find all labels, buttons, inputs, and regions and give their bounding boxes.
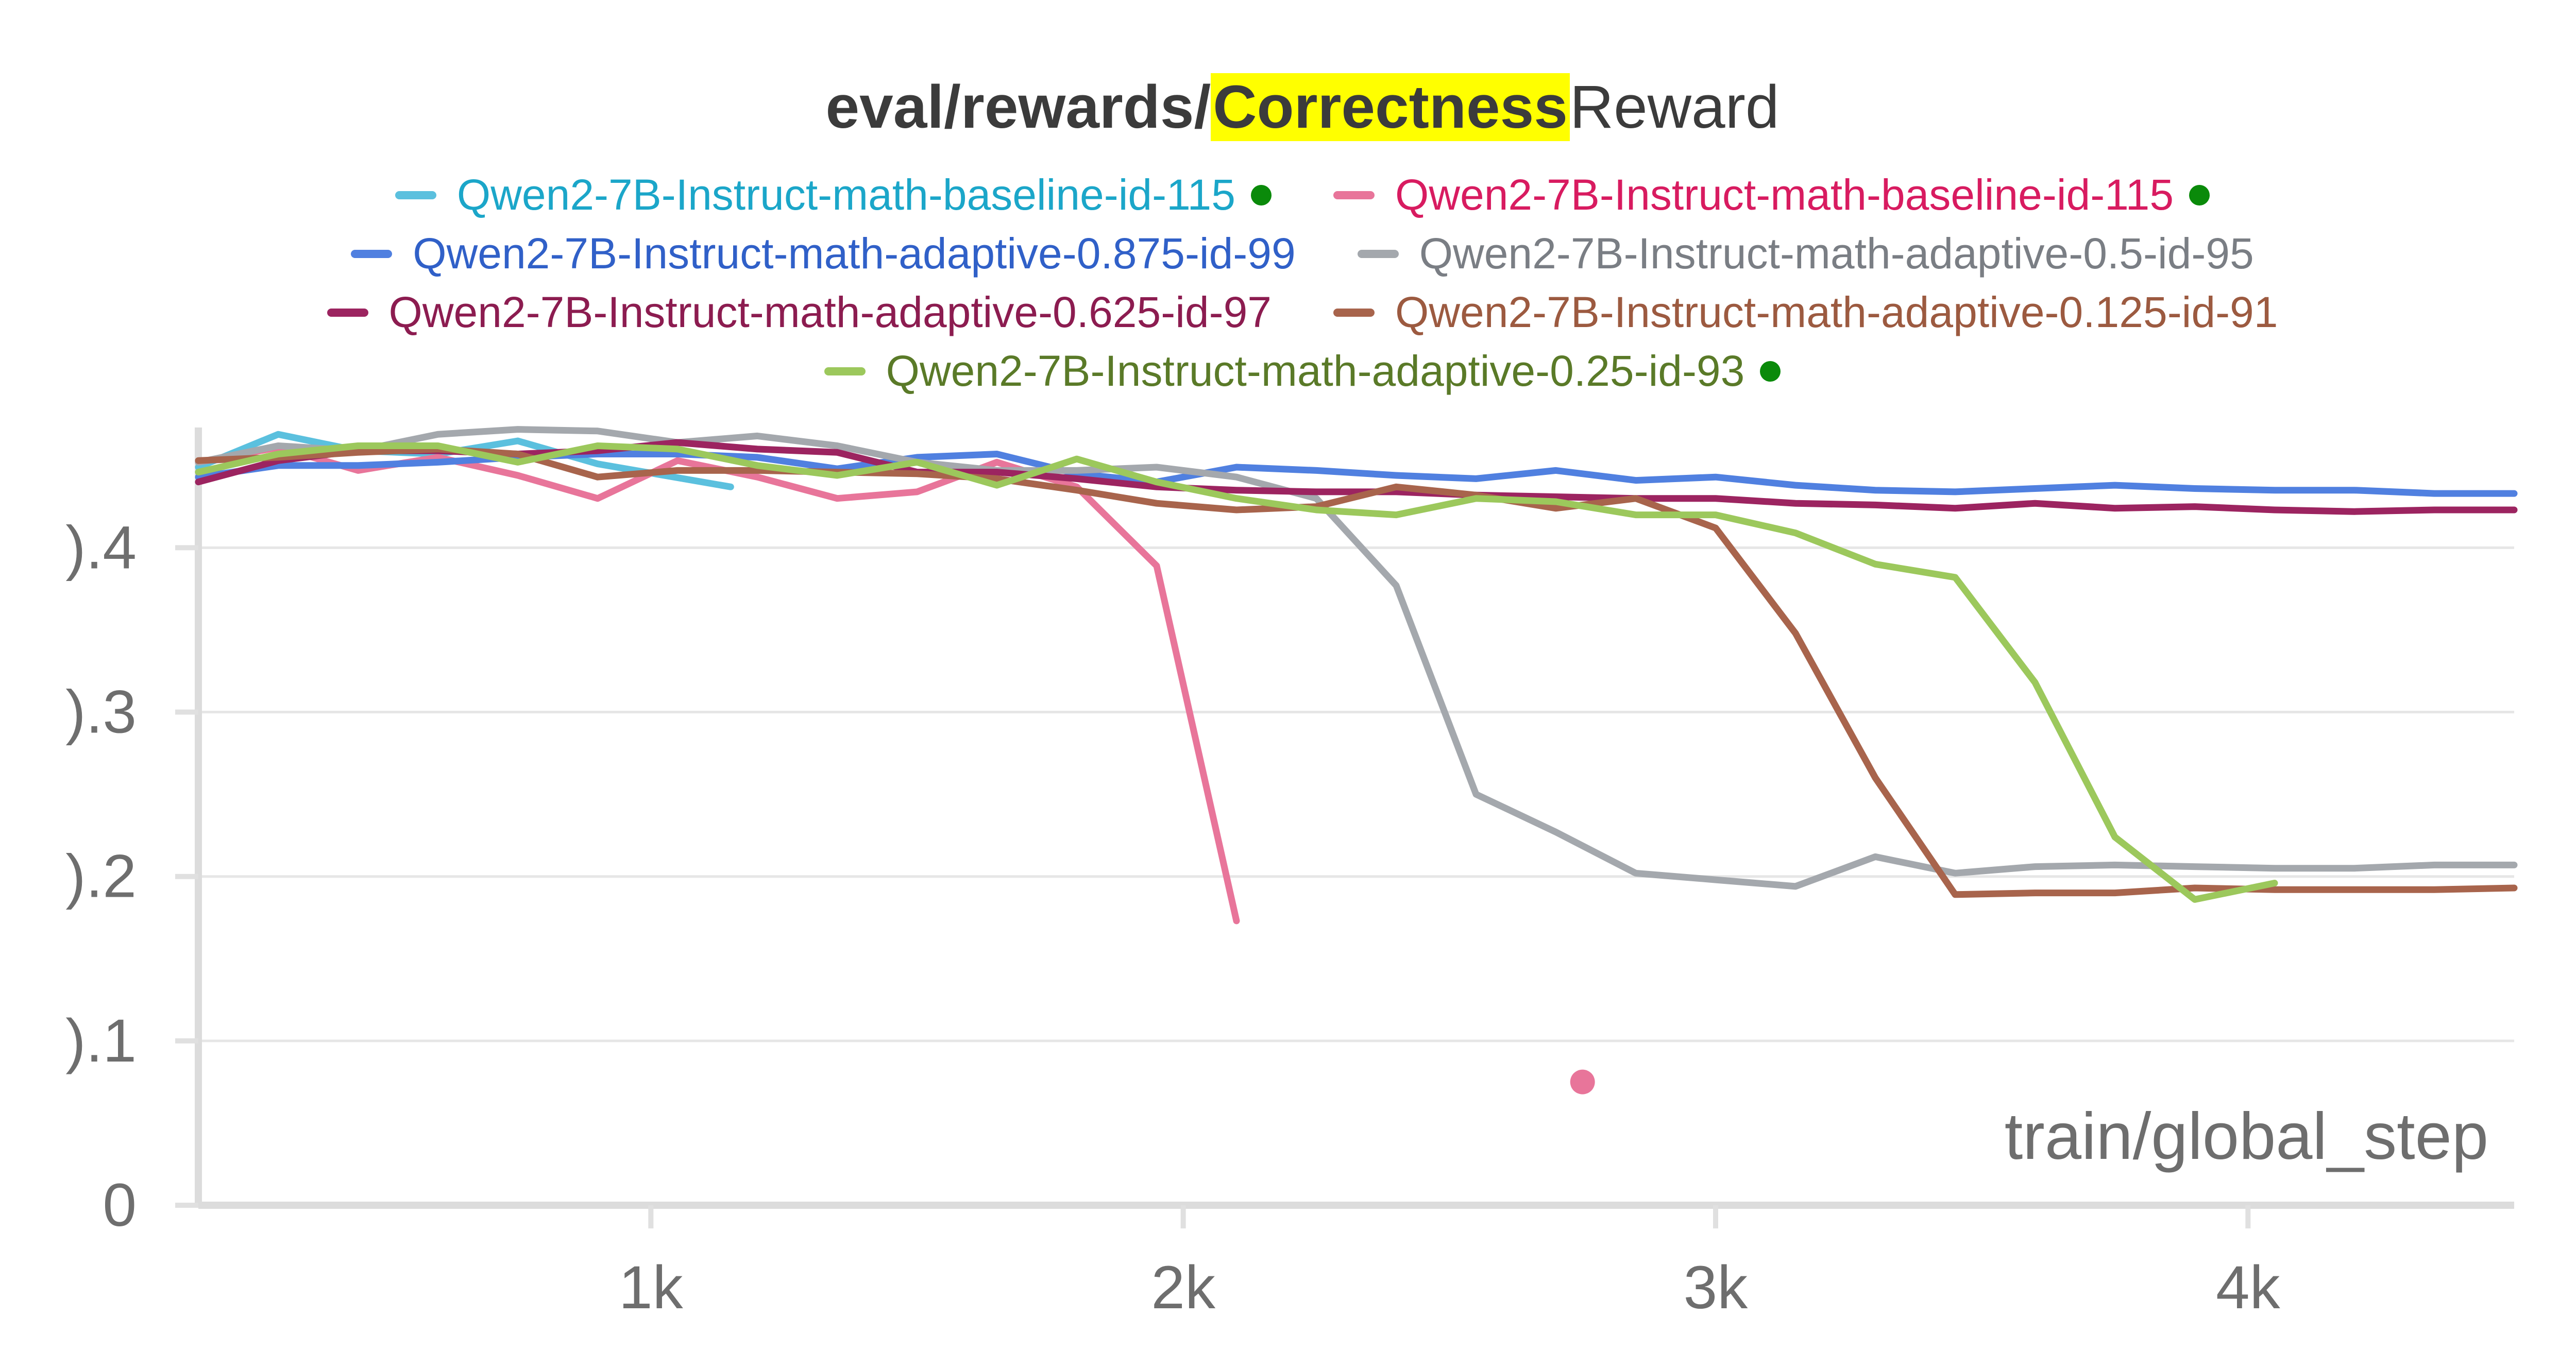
legend-item[interactable]: Qwen2-7B-Instruct-math-adaptive-0.875-id… (351, 229, 1296, 279)
series-point[interactable] (1570, 1069, 1595, 1095)
title-highlight: Correctness (1211, 73, 1570, 141)
legend-swatch (1333, 191, 1375, 199)
x-tick-label: 2k (1151, 1254, 1216, 1322)
legend-row: Qwen2-7B-Instruct-math-baseline-id-115 Q… (0, 170, 2576, 220)
legend-item[interactable]: Qwen2-7B-Instruct-math-adaptive-0.625-id… (327, 287, 1272, 337)
legend-item[interactable]: Qwen2-7B-Instruct-math-baseline-id-115 (1333, 170, 2210, 220)
legend-label: Qwen2-7B-Instruct-math-baseline-id-115 (1395, 170, 2174, 219)
legend-swatch (1333, 308, 1375, 317)
legend-item[interactable]: Qwen2-7B-Instruct-math-baseline-id-115 (395, 170, 1272, 220)
legend-swatch (824, 367, 866, 375)
legend-row: Qwen2-7B-Instruct-math-adaptive-0.25-id-… (0, 346, 2576, 396)
title-suffix: Reward (1569, 73, 1780, 141)
legend-item[interactable]: Qwen2-7B-Instruct-math-adaptive-0.5-id-9… (1357, 229, 2254, 279)
legend-swatch (395, 191, 436, 199)
x-ticks: 1k 2k 3k 4k (619, 1205, 2281, 1322)
series-line[interactable] (195, 446, 2518, 898)
y-tick-label: ).1 (65, 1007, 137, 1075)
legend-item[interactable]: Qwen2-7B-Instruct-math-adaptive-0.25-id-… (824, 346, 1781, 396)
legend-label: Qwen2-7B-Instruct-math-adaptive-0.625-id… (388, 288, 1272, 336)
legend-swatch (1357, 249, 1399, 258)
grid (198, 546, 2514, 1042)
legend-row: Qwen2-7B-Instruct-math-adaptive-0.625-id… (0, 287, 2576, 337)
y-tick-label: 0 (103, 1171, 137, 1239)
series-dots (1570, 1069, 1595, 1095)
series-line[interactable] (195, 426, 2518, 890)
x-tick-label: 1k (619, 1254, 684, 1322)
title-prefix: eval/rewards/ (825, 73, 1211, 141)
y-tick-label: ).2 (65, 843, 137, 911)
legend-swatch (327, 308, 368, 317)
series-line[interactable] (195, 444, 1240, 925)
y-ticks: 0 ).1 ).2 ).3 ).4 (65, 514, 198, 1239)
series-lines (195, 426, 2518, 925)
legend-label: Qwen2-7B-Instruct-math-adaptive-0.125-id… (1395, 288, 2278, 336)
legend-status-dot (1760, 361, 1781, 382)
x-axis-label: train/global_step (2005, 1100, 2488, 1173)
axes (195, 427, 2514, 1209)
x-tick-label: 4k (2216, 1254, 2281, 1322)
legend-label: Qwen2-7B-Instruct-math-adaptive-0.875-id… (413, 229, 1296, 278)
series-line[interactable] (195, 439, 2518, 515)
chart-title: eval/rewards/CorrectnessReward (0, 72, 2576, 142)
series-line[interactable] (195, 442, 2278, 903)
legend-label: Qwen2-7B-Instruct-math-adaptive-0.25-id-… (886, 347, 1745, 395)
y-tick-label: ).4 (65, 514, 137, 582)
x-tick-label: 3k (1684, 1254, 1749, 1322)
legend-item[interactable]: Qwen2-7B-Instruct-math-adaptive-0.125-id… (1333, 287, 2278, 337)
legend-row: Qwen2-7B-Instruct-math-adaptive-0.875-id… (0, 229, 2576, 279)
legend-status-dot (1251, 184, 1272, 206)
legend-label: Qwen2-7B-Instruct-math-adaptive-0.5-id-9… (1419, 229, 2254, 278)
legend-label: Qwen2-7B-Instruct-math-baseline-id-115 (456, 170, 1235, 219)
y-tick-label: ).3 (65, 678, 137, 746)
legend-status-dot (2189, 184, 2210, 206)
legend-swatch (351, 249, 393, 258)
